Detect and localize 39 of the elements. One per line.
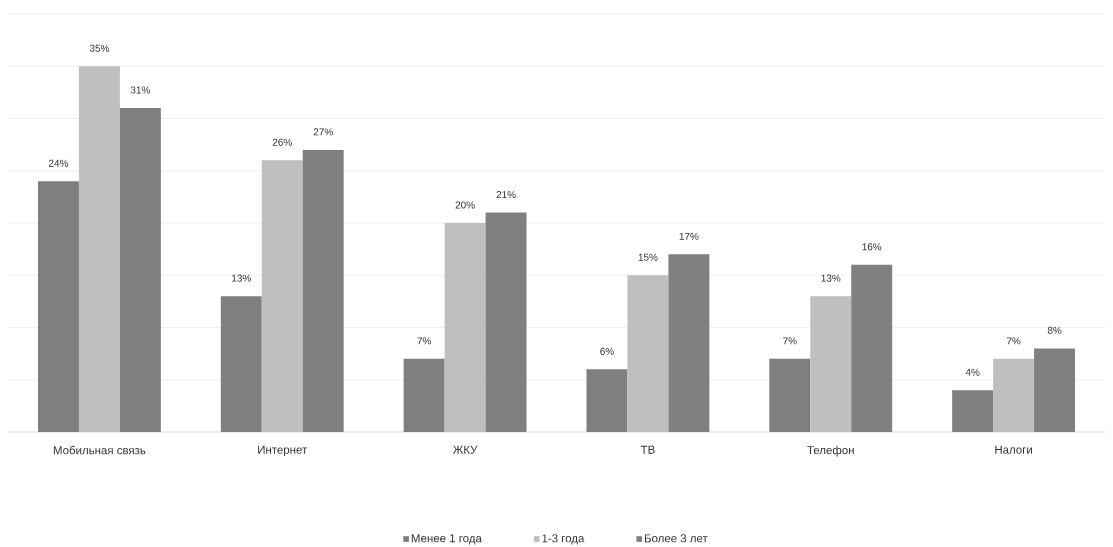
bar xyxy=(1034,348,1076,432)
data-label: 31% xyxy=(130,86,150,94)
legend-label: Более 3 лет xyxy=(644,534,708,543)
bar xyxy=(586,369,628,432)
data-label: 20% xyxy=(455,201,475,209)
data-label: 16% xyxy=(862,243,882,251)
bar xyxy=(851,264,893,432)
data-label: 24% xyxy=(48,159,69,167)
bar xyxy=(37,181,79,432)
data-label: 17% xyxy=(679,232,699,240)
bar xyxy=(952,390,994,432)
data-label: 15% xyxy=(638,253,658,261)
bar xyxy=(769,358,811,432)
x-tick-label: Телефон xyxy=(807,445,854,457)
data-label: 7% xyxy=(1006,337,1021,345)
x-tick-label: Мобильная связь xyxy=(53,445,146,455)
bar xyxy=(119,108,161,432)
legend-label: Менее 1 года xyxy=(411,534,482,545)
data-label: 4% xyxy=(965,368,980,376)
data-label: 21% xyxy=(496,191,516,199)
data-label: 13% xyxy=(232,274,251,282)
data-label: 6% xyxy=(600,347,614,355)
data-label: 7% xyxy=(417,337,431,345)
x-tick-label: Интернет xyxy=(258,445,308,457)
x-tick-label: ЖКУ xyxy=(452,445,478,454)
x-tick-label: Налоги xyxy=(995,445,1032,454)
data-label: 8% xyxy=(1047,326,1062,334)
data-label: 13% xyxy=(821,274,841,282)
data-label: 27% xyxy=(313,128,333,136)
bar xyxy=(220,296,262,432)
data-label: 35% xyxy=(89,44,110,52)
data-label: 26% xyxy=(272,138,292,146)
bar xyxy=(403,358,445,432)
bar xyxy=(668,254,710,432)
bar xyxy=(485,212,527,432)
bar xyxy=(302,149,344,432)
data-label: 7% xyxy=(783,337,797,345)
x-tick-label: ТВ xyxy=(640,445,655,454)
legend-label: 1-3 года xyxy=(542,534,585,545)
